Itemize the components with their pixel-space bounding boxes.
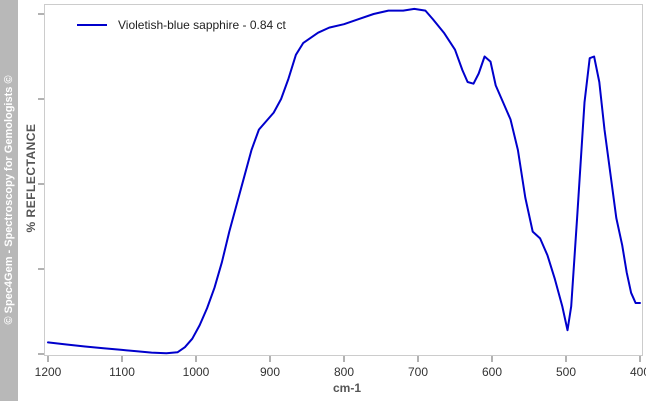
x-tick-label-800: 800 [334,365,354,379]
y-axis-ticks [38,13,44,355]
x-axis-tick-labels: 1200 1100 1000 900 800 700 600 500 400 [35,365,646,379]
x-tick-label-1000: 1000 [183,365,210,379]
x-axis-ticks [47,356,641,362]
x-tick-label-500: 500 [556,365,576,379]
x-tick-label-700: 700 [408,365,428,379]
x-tick-label-1100: 1100 [109,365,135,379]
plot-frame [44,4,643,356]
legend-label: Violetish-blue sapphire - 0.84 ct [118,18,287,32]
series-line-violetish-blue-sapphire [47,7,641,355]
x-tick-label-400: 400 [630,365,646,379]
watermark-sidebar: © Spec4Gem - Spectroscopy for Gemologist… [0,0,18,401]
x-tick-label-1200: 1200 [35,365,62,379]
x-tick-label-900: 900 [260,365,280,379]
legend: Violetish-blue sapphire - 0.84 ct [77,18,287,32]
x-axis-title: cm-1 [333,381,361,395]
x-tick-label-600: 600 [482,365,502,379]
